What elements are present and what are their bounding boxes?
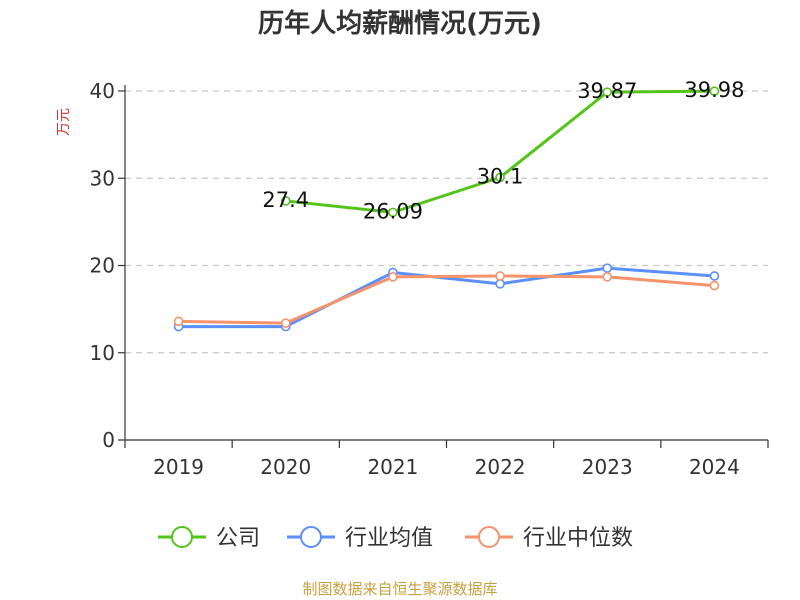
data-point	[388, 272, 398, 282]
data-point	[602, 272, 613, 282]
series-line	[285, 89, 715, 214]
series-2	[173, 263, 720, 332]
data-point	[602, 87, 613, 97]
x-tick-label: 2021	[367, 455, 418, 479]
data-label: 30.1	[477, 164, 524, 188]
y-axis-label: 万元	[56, 108, 72, 136]
x-tick-label: 2020	[260, 455, 311, 479]
legend-item-2[interactable]: 行业均值	[287, 526, 433, 551]
x-tick-label: 2019	[153, 455, 204, 479]
data-label: 27.4	[262, 188, 309, 212]
series-1	[280, 86, 720, 218]
data-point	[495, 271, 505, 281]
chart-title: 历年人均薪酬情况(万元)	[258, 8, 542, 39]
y-tick-label: 20	[90, 254, 115, 278]
source-note: 制图数据来自恒生聚源数据库	[302, 580, 497, 598]
legend-label: 行业中位数	[523, 526, 633, 551]
x-tick-label: 2022	[475, 455, 526, 479]
x-tick-label: 2023	[582, 455, 633, 479]
data-point	[280, 196, 291, 206]
data-label: 39.98	[684, 78, 744, 102]
y-tick-label: 10	[90, 341, 115, 365]
series-3	[173, 271, 720, 328]
series-group	[173, 86, 720, 332]
data-point	[709, 86, 720, 96]
legend-label: 行业均值	[345, 526, 433, 551]
y-tick-label: 30	[90, 166, 115, 190]
data-point	[709, 280, 720, 291]
data-label: 26.09	[363, 199, 423, 223]
legend-marker	[300, 526, 322, 548]
legend-marker	[478, 526, 500, 548]
x-tick-label: 2024	[689, 455, 740, 479]
data-point	[602, 263, 613, 273]
grid-lines	[125, 90, 768, 354]
legend: 公司 行业均值 行业中位数	[158, 526, 633, 551]
axes: 0 10 20 30 40 2019 2020 2021 2022 2023 2024	[90, 79, 769, 479]
data-point	[280, 318, 291, 328]
data-point	[173, 316, 184, 327]
data-point	[495, 172, 505, 183]
legend-label: 公司	[216, 526, 260, 551]
data-point	[495, 279, 505, 289]
data-point	[388, 207, 398, 218]
legend-marker	[171, 526, 193, 548]
data-labels: 27.4 26.09 30.1 39.87 39.98	[262, 78, 744, 223]
data-point	[709, 271, 720, 281]
y-tick-label: 0	[102, 428, 115, 452]
legend-item-1[interactable]: 公司	[158, 526, 260, 551]
data-label: 39.87	[577, 79, 637, 103]
series-line	[178, 274, 715, 325]
legend-item-3[interactable]: 行业中位数	[465, 526, 633, 551]
y-tick-label: 40	[90, 79, 115, 103]
series-line	[178, 266, 715, 329]
